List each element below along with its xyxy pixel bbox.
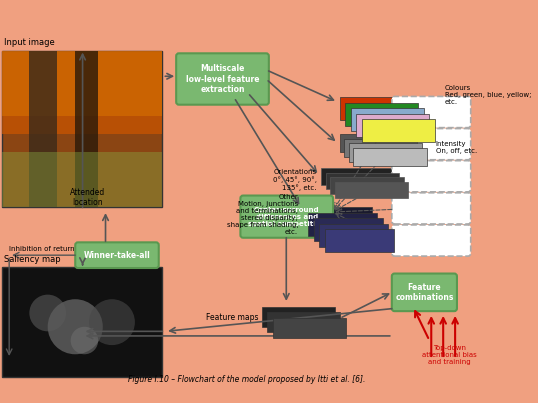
Bar — [345, 103, 419, 126]
Bar — [349, 143, 422, 162]
FancyBboxPatch shape — [392, 274, 457, 311]
Text: Center-surround
differences and
spatial competition: Center-surround differences and spatial … — [248, 207, 325, 226]
Text: Top-down
attentional bias
and training: Top-down attentional bias and training — [422, 345, 477, 365]
Circle shape — [30, 295, 66, 331]
Bar — [356, 114, 429, 137]
Bar — [303, 208, 372, 231]
Text: Orientations
0°, 45°, 90°,
135°, etc.: Orientations 0°, 45°, 90°, 135°, etc. — [273, 169, 316, 191]
Text: Figure I.10 – Flowchart of the model proposed by Itti et al. [6].: Figure I.10 – Flowchart of the model pro… — [128, 375, 365, 384]
Text: Saliency map: Saliency map — [4, 256, 60, 264]
Text: Input image: Input image — [4, 38, 54, 47]
Text: Intensity
On, off, etc.: Intensity On, off, etc. — [436, 141, 477, 154]
Bar — [335, 182, 408, 198]
Bar — [2, 52, 162, 134]
Bar — [351, 108, 424, 131]
Bar — [273, 318, 346, 338]
Bar — [2, 52, 162, 116]
Bar — [2, 267, 162, 377]
Circle shape — [48, 299, 103, 354]
Bar — [353, 148, 427, 166]
FancyBboxPatch shape — [392, 96, 471, 128]
Text: Feature
combinations: Feature combinations — [395, 283, 454, 302]
Bar — [339, 98, 413, 120]
Bar — [314, 218, 383, 241]
Text: Colours
Red, green, blue, yellow;
etc.: Colours Red, green, blue, yellow; etc. — [445, 85, 532, 105]
Text: Multiscale
low-level feature
extraction: Multiscale low-level feature extraction — [186, 64, 259, 94]
Bar — [261, 307, 335, 327]
Text: Winner-take-all: Winner-take-all — [83, 251, 150, 260]
Bar — [325, 172, 399, 189]
FancyBboxPatch shape — [392, 161, 471, 192]
Bar — [362, 119, 435, 142]
Text: Other
Motion, junctions
and terminations,
stereo disparity,
shape from shading,
: Other Motion, junctions and terminations… — [226, 194, 298, 235]
FancyBboxPatch shape — [75, 242, 159, 268]
FancyBboxPatch shape — [176, 53, 269, 105]
Bar — [339, 134, 413, 152]
Text: Attended
location: Attended location — [69, 188, 105, 208]
Bar — [2, 52, 162, 208]
Bar — [30, 52, 57, 208]
Bar — [344, 139, 417, 157]
Bar — [308, 213, 377, 236]
Bar — [75, 52, 98, 208]
Bar — [321, 168, 394, 185]
Text: Feature maps: Feature maps — [206, 313, 259, 322]
FancyBboxPatch shape — [240, 195, 333, 238]
Bar — [320, 224, 388, 247]
Bar — [267, 312, 341, 332]
Text: Inhibition of return: Inhibition of return — [9, 246, 75, 252]
FancyBboxPatch shape — [392, 193, 471, 224]
FancyBboxPatch shape — [392, 129, 471, 160]
Bar — [325, 229, 394, 252]
Circle shape — [70, 327, 98, 354]
FancyBboxPatch shape — [392, 225, 471, 256]
Bar — [330, 177, 404, 194]
Circle shape — [89, 299, 135, 345]
Bar — [2, 152, 162, 208]
